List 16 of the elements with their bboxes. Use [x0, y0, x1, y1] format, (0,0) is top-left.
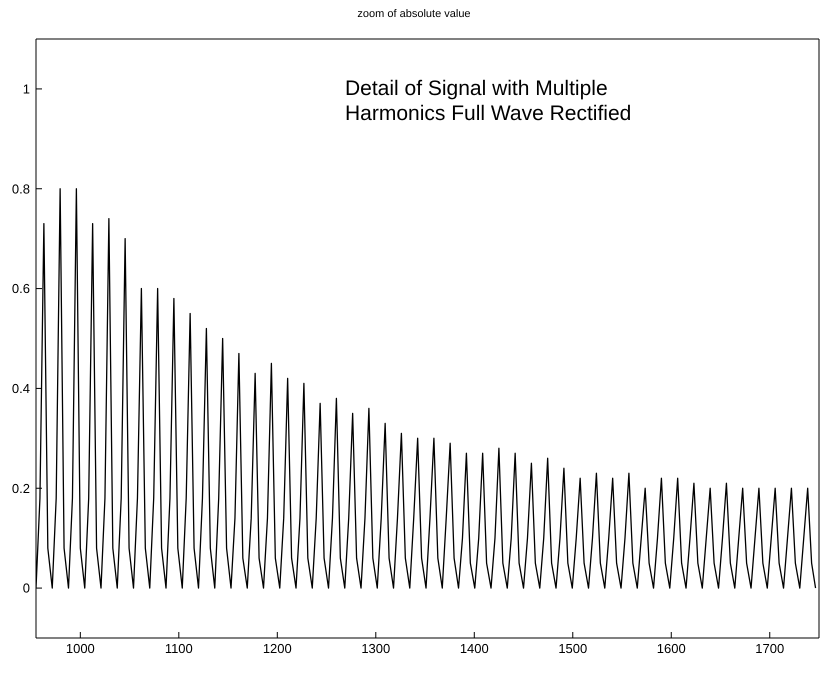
x-tick-label: 1100 — [164, 641, 193, 656]
x-tick-label: 1000 — [66, 641, 95, 656]
x-tick-label: 1300 — [361, 641, 390, 656]
chart-title: zoom of absolute value — [356, 8, 472, 20]
y-tick-label: 0.6 — [12, 281, 30, 296]
y-tick-label: 1 — [22, 82, 30, 97]
x-tick-label: 1500 — [558, 641, 588, 656]
x-tick-label: 1700 — [755, 641, 784, 656]
y-tick-label: 0 — [22, 580, 30, 596]
y-tick-label: 0.2 — [12, 480, 30, 496]
x-tick-label: 1200 — [262, 641, 292, 656]
y-tick-label: 0.4 — [12, 381, 30, 396]
x-tick-label: 1400 — [460, 641, 489, 656]
x-tick-label: 1600 — [656, 641, 686, 656]
annotation: Detail of Signal with Multiple Harmonics Full Wave Rectified — [345, 76, 632, 126]
y-tick-label: 0.8 — [12, 181, 30, 196]
